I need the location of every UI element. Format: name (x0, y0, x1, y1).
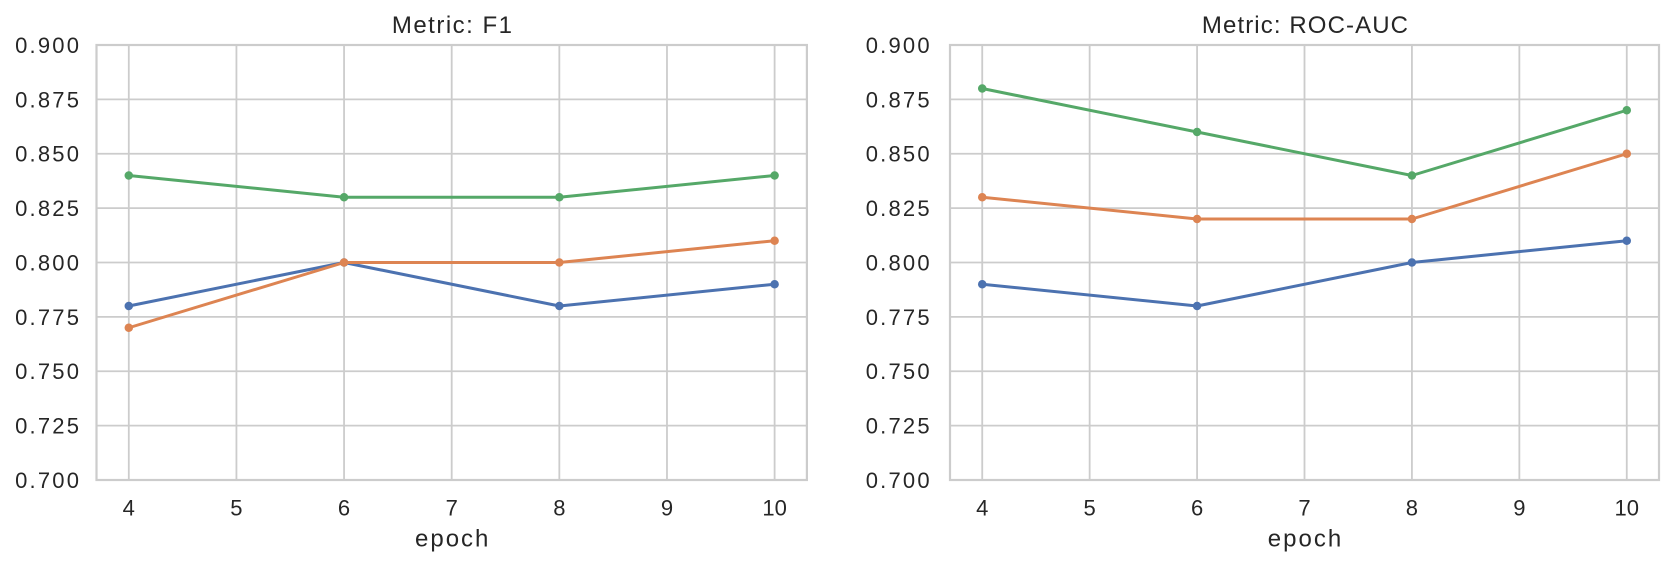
svg-text:8: 8 (553, 496, 565, 521)
svg-text:0.875: 0.875 (866, 87, 932, 112)
svg-text:9: 9 (1513, 496, 1525, 521)
svg-text:Metric: F1: Metric: F1 (392, 12, 514, 39)
svg-text:10: 10 (762, 496, 786, 521)
svg-text:6: 6 (338, 496, 350, 521)
svg-text:epoch: epoch (1268, 526, 1343, 553)
svg-text:0.725: 0.725 (866, 414, 932, 439)
svg-text:10: 10 (1615, 496, 1639, 521)
svg-text:0.850: 0.850 (15, 142, 81, 167)
svg-text:0.775: 0.775 (866, 305, 932, 330)
svg-text:6: 6 (1191, 496, 1203, 521)
svg-text:0.875: 0.875 (15, 87, 81, 112)
svg-text:0.800: 0.800 (866, 250, 932, 275)
svg-text:9: 9 (661, 496, 673, 521)
svg-text:7: 7 (1298, 496, 1310, 521)
svg-text:0.700: 0.700 (866, 468, 932, 493)
svg-text:0.750: 0.750 (15, 359, 81, 384)
svg-text:4: 4 (123, 496, 135, 521)
svg-text:0.725: 0.725 (15, 414, 81, 439)
svg-text:0.800: 0.800 (15, 250, 81, 275)
svg-text:epoch: epoch (415, 526, 490, 553)
svg-text:5: 5 (230, 496, 242, 521)
svg-text:0.775: 0.775 (15, 305, 81, 330)
svg-text:0.700: 0.700 (15, 468, 81, 493)
svg-text:Metric: ROC-AUC: Metric: ROC-AUC (1202, 12, 1409, 39)
svg-text:0.900: 0.900 (866, 33, 932, 58)
svg-text:7: 7 (446, 496, 458, 521)
svg-text:0.825: 0.825 (866, 196, 932, 221)
svg-text:5: 5 (1084, 496, 1096, 521)
svg-text:0.900: 0.900 (15, 33, 81, 58)
svg-text:4: 4 (976, 496, 988, 521)
svg-text:0.850: 0.850 (866, 142, 932, 167)
svg-text:0.825: 0.825 (15, 196, 81, 221)
svg-text:0.750: 0.750 (866, 359, 932, 384)
svg-text:8: 8 (1406, 496, 1418, 521)
